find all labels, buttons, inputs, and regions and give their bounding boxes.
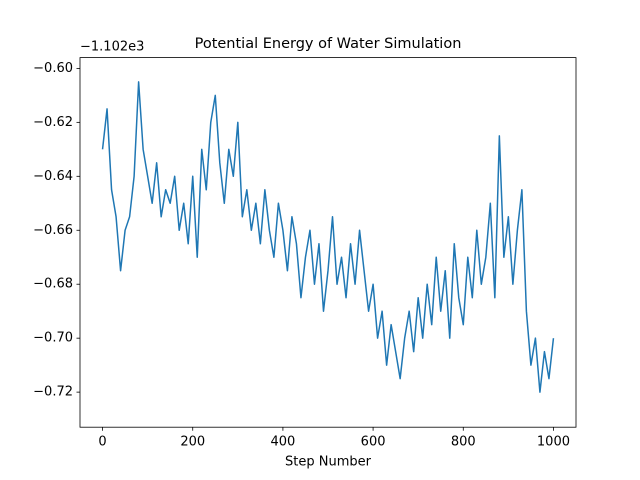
x-axis-label: Step Number bbox=[285, 455, 372, 470]
x-tick-label: 0 bbox=[98, 435, 106, 450]
chart-title: Potential Energy of Water Simulation bbox=[195, 36, 462, 52]
y-tick-label: −0.70 bbox=[33, 331, 73, 346]
x-tick-label: 200 bbox=[180, 435, 205, 450]
x-tick-label: 800 bbox=[451, 435, 476, 450]
y-tick-label: −0.60 bbox=[33, 61, 73, 76]
y-tick-label: −0.62 bbox=[33, 115, 73, 130]
y-tick-label: −0.68 bbox=[33, 277, 73, 292]
plot-frame bbox=[79, 57, 577, 428]
x-tick-label: 400 bbox=[270, 435, 295, 450]
x-tick-label: 1000 bbox=[537, 435, 570, 450]
y-tick-label: −0.66 bbox=[33, 223, 73, 238]
y-tick-label: −0.72 bbox=[33, 385, 73, 400]
y-tick-label: −0.64 bbox=[33, 169, 73, 184]
x-tick-label: 600 bbox=[361, 435, 386, 450]
data-line bbox=[101, 81, 555, 393]
y-offset-label: −1.102e3 bbox=[80, 40, 144, 55]
